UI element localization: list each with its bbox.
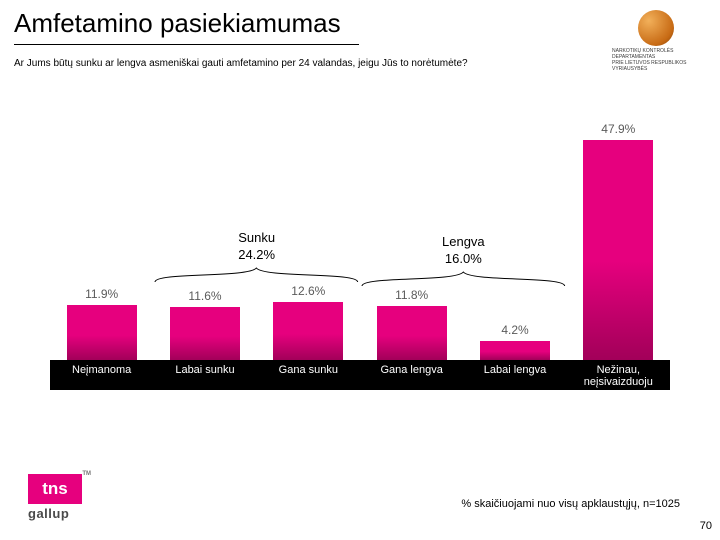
nkd-logo-text: NARKOTIKŲ KONTROLĖS DEPARTAMENTASPRIE LI… — [612, 10, 702, 72]
tns-box: tns TM — [28, 474, 82, 504]
bar-value-label: 12.6% — [257, 284, 360, 298]
chart-plot-area: 11.9%11.6%12.6%11.8%4.2%47.9% — [50, 130, 670, 360]
bar-rect — [377, 306, 447, 360]
bar-rect — [273, 302, 343, 360]
bar-value-label: 47.9% — [567, 122, 670, 136]
x-label: Labai sunku — [153, 364, 256, 376]
bar-rect — [583, 140, 653, 360]
bar-value-label: 11.8% — [360, 288, 463, 302]
page-number: 70 — [700, 520, 712, 532]
bar-rect — [170, 307, 240, 360]
bar-rect — [67, 305, 137, 360]
bar-chart: 11.9%11.6%12.6%11.8%4.2%47.9% NeįmanomaL… — [50, 130, 670, 390]
nkd-logo: NARKOTIKŲ KONTROLĖS DEPARTAMENTASPRIE LI… — [612, 10, 702, 50]
x-label: Labai lengva — [463, 364, 566, 376]
bar-value-label: 11.6% — [153, 289, 256, 303]
tns-gallup: gallup — [28, 506, 118, 521]
tns-logo: tns TM gallup — [28, 474, 118, 518]
page-title: Amfetamino pasiekiamumas — [14, 8, 341, 39]
bar-rect — [480, 341, 550, 360]
footnote: % skaičiuojami nuo visų apklaustųjų, n=1… — [461, 498, 680, 510]
chart-x-axis: NeįmanomaLabai sunkuGana sunkuGana lengv… — [50, 360, 670, 390]
trademark-icon: TM — [82, 471, 91, 477]
bar-value-label: 4.2% — [463, 323, 566, 337]
subtitle-question: Ar Jums būtų sunku ar lengva asmeniškai … — [14, 58, 468, 69]
x-label: Gana lengva — [360, 364, 463, 376]
bar-value-label: 11.9% — [50, 287, 153, 301]
x-label: Nežinau, neįsivaizduoju — [567, 364, 670, 388]
x-label: Gana sunku — [257, 364, 360, 376]
title-underline — [14, 44, 359, 45]
x-label: Neįmanoma — [50, 364, 153, 376]
